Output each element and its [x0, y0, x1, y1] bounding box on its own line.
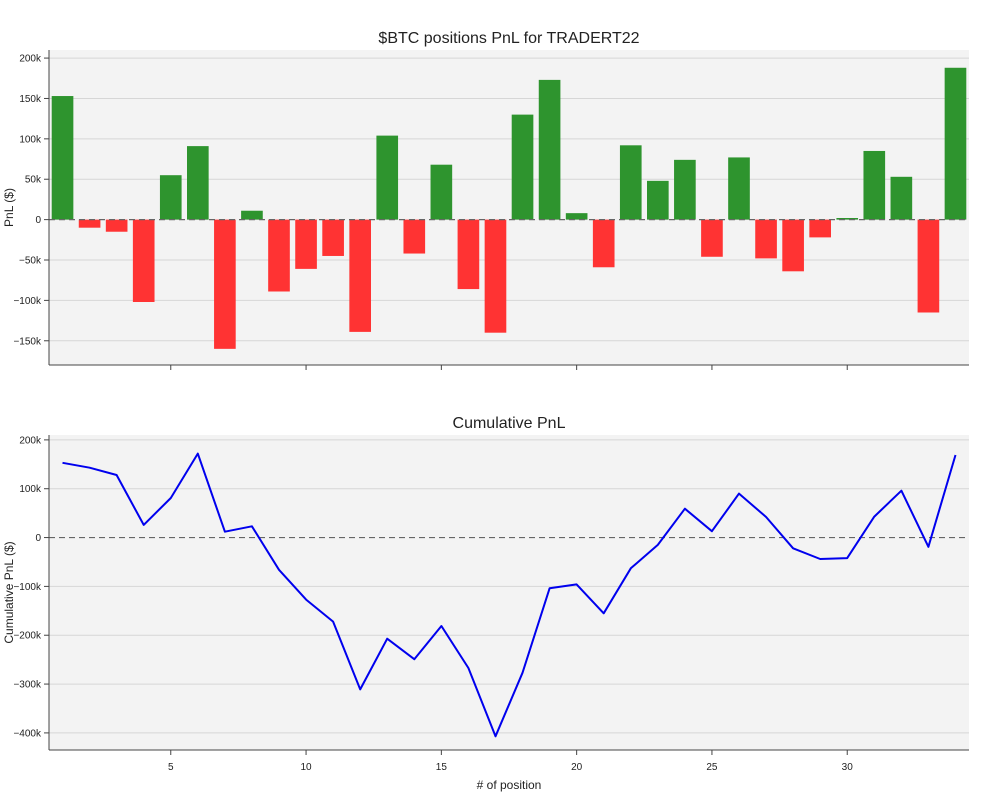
pnl-bar — [322, 219, 344, 256]
pnl-bar — [132, 219, 155, 302]
pnl-bar — [782, 219, 804, 272]
pnl-bar — [647, 180, 669, 220]
y-tick-label: 0 — [35, 215, 41, 226]
pnl-bar — [484, 219, 507, 333]
y-tick-label: 0 — [35, 533, 41, 544]
pnl-bar — [944, 67, 967, 220]
pnl-bar — [187, 146, 209, 220]
x-ticks-bottom: 5 10 15 20 25 30 — [168, 750, 853, 773]
y-tick-label: −400k — [13, 728, 42, 739]
pnl-bar — [241, 210, 263, 220]
y-tick-label: −100k — [13, 296, 42, 307]
pnl-bar — [430, 164, 453, 220]
y-tick-label: 150k — [19, 94, 42, 105]
y-tick-label: −300k — [13, 680, 42, 691]
x-ticks-top — [170, 365, 848, 370]
pnl-bar — [159, 175, 182, 220]
chart-title-bottom: Cumulative PnL — [453, 415, 566, 432]
y-tick-label: 100k — [19, 134, 42, 145]
pnl-bar — [78, 219, 101, 228]
x-tick-label: 20 — [571, 762, 583, 773]
pnl-bar — [674, 159, 696, 220]
pnl-bar — [295, 219, 317, 269]
y-tick-labels-bottom: −400k −300k −200k −100k 0 100k 200k — [13, 435, 49, 739]
x-tick-label: 5 — [168, 762, 174, 773]
pnl-bar — [836, 218, 859, 220]
pnl-bar — [890, 176, 913, 220]
y-tick-label: −150k — [13, 336, 42, 347]
pnl-bar — [376, 135, 399, 220]
y-tick-label: −100k — [13, 582, 42, 593]
y-axis-title-bottom: Cumulative PnL ($) — [2, 541, 16, 643]
pnl-bar — [565, 213, 588, 220]
y-axis-title-top: PnL ($) — [2, 188, 16, 227]
y-tick-label: 50k — [25, 175, 42, 186]
plot-area-bottom — [49, 435, 969, 750]
pnl-bar — [809, 219, 831, 238]
y-tick-label: 100k — [19, 484, 42, 495]
pnl-bar — [701, 219, 723, 257]
y-tick-label: −200k — [13, 631, 42, 642]
pnl-bar — [51, 96, 74, 220]
bars-group — [51, 67, 967, 349]
pnl-bar — [863, 150, 886, 220]
y-tick-label: −50k — [19, 256, 42, 267]
y-tick-label: 200k — [19, 54, 42, 65]
x-tick-label: 25 — [706, 762, 718, 773]
pnl-bar — [538, 79, 561, 220]
pnl-bar — [917, 219, 940, 313]
x-tick-label: 10 — [300, 762, 312, 773]
pnl-bar — [619, 145, 642, 220]
y-tick-label: 200k — [19, 435, 42, 446]
x-tick-label: 30 — [842, 762, 854, 773]
pnl-bar — [457, 219, 480, 290]
cumulative-pnl-line — [62, 452, 957, 738]
chart-title-top: $BTC positions PnL for TRADERT22 — [378, 30, 639, 47]
pnl-bar — [755, 219, 777, 259]
pnl-bar — [268, 219, 290, 292]
x-tick-label: 15 — [436, 762, 448, 773]
gridlines-bottom — [49, 439, 969, 734]
pnl-bar — [728, 157, 750, 220]
pnl-bar — [592, 219, 615, 268]
pnl-bar — [511, 114, 534, 220]
pnl-bar — [403, 219, 426, 254]
cumulative-line-chart: 5 10 15 20 25 30 −400k −300k −200k −100k 0 100k 200… — [2, 415, 969, 792]
y-tick-labels-top: −150k −100k −50k 0 50k 100k 150k 200k — [13, 54, 49, 347]
pnl-bar — [349, 219, 371, 332]
pnl-bar-chart: −150k −100k −50k 0 50k 100k 150k 200k $BTC posi… — [2, 30, 969, 370]
pnl-bar — [105, 219, 128, 232]
pnl-bar — [214, 219, 236, 349]
x-axis-title-bottom: # of position — [477, 778, 542, 792]
